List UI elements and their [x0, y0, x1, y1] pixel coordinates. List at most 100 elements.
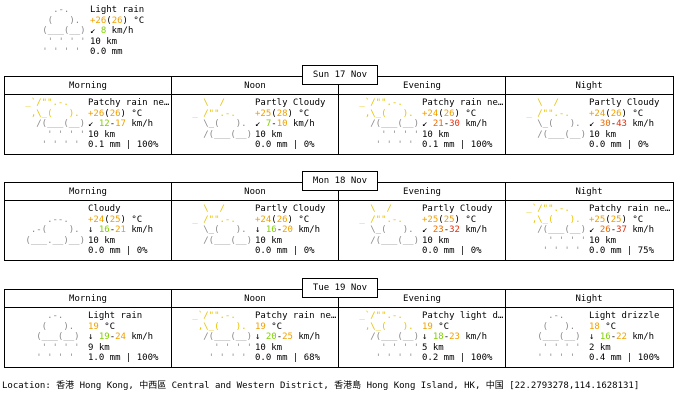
slot-temperature: 19 °C: [255, 322, 336, 333]
temp-value: +25: [589, 214, 606, 225]
icon-line: _`/"".-.: [521, 204, 592, 214]
current-visibility: 10 km: [90, 36, 118, 47]
slot-info: Patchy rain ne… +24(26) °C ↙ 21-30 km/h 10 …: [422, 98, 503, 151]
temp-value: +24: [589, 108, 606, 119]
slot-label: Noon: [244, 187, 266, 197]
wind-unit: km/h: [125, 119, 154, 129]
current-condition: Light rain: [90, 5, 145, 15]
wind-high: 30: [449, 119, 460, 129]
forecast-slot: \ / _ /"".-. \_( ). /(___(__) Partly Clo…: [171, 204, 337, 260]
temp-value: +24: [88, 214, 105, 225]
slot-temperature: 19 °C: [88, 322, 158, 333]
feels-like-value: 26: [443, 108, 455, 119]
temp-unit: °C: [599, 321, 617, 332]
slot-precipitation: 0.0 mm | 0%: [589, 140, 649, 150]
slot-info: Partly Cloudy +25(28) °C ↙ 7-10 km/h 10 km 0…: [255, 98, 325, 151]
column-divider: [171, 77, 172, 94]
temp-value: 18: [589, 321, 600, 332]
slot-precipitation: 0.0 mm | 0%: [422, 246, 482, 256]
feels-like-value: 25: [443, 214, 455, 225]
temp-unit: °C: [125, 214, 143, 225]
slot-temperature: +25(28) °C: [255, 108, 310, 119]
slot-label: Evening: [403, 81, 441, 91]
icon-line: \_( ).: [521, 119, 592, 129]
wind-high: 24: [115, 332, 126, 342]
column-divider: [505, 290, 506, 307]
icon-line: /(___(__): [354, 332, 425, 342]
temp-value: +25: [255, 108, 272, 119]
icon-line: .-.: [20, 311, 91, 321]
temp-unit: °C: [459, 108, 477, 119]
wind-low: 23: [432, 225, 444, 235]
icon-line: _ /"".-.: [187, 108, 258, 119]
partly-cloudy-icon: \ / _ /"".-. \_( ). /(___(__): [521, 98, 591, 151]
slot-wind: ↓ 19-24 km/h: [88, 332, 154, 342]
icon-line: /(___(__): [521, 129, 592, 140]
slot-temperature: +24(26) °C: [255, 214, 310, 225]
wind-low: 16: [599, 332, 611, 342]
slot-visibility: 5 km: [422, 342, 444, 353]
column-divider: [505, 94, 506, 154]
icon-line: ' ' ' ': [354, 140, 425, 150]
feels-like-value: 26: [111, 15, 123, 26]
icon-line: ' ' ' ': [26, 36, 92, 47]
feels-like-value: 28: [276, 108, 288, 119]
slot-label: Morning: [69, 187, 107, 197]
slot-info: Patchy rain ne… 19 °C ↓ 20-25 km/h 10 km 0.0…: [255, 311, 336, 364]
wind-unit: km/h: [292, 225, 321, 235]
slot-info: Light drizzle 18 °C ↓ 16-22 km/h 2 km 0.4 mm…: [589, 311, 659, 364]
icon-line: _`/"".-.: [354, 311, 425, 321]
icon-line: ,\_( ).: [354, 321, 425, 332]
icon-line: /(___(__): [187, 332, 258, 342]
slot-label: Night: [575, 81, 603, 91]
wind-low: 26: [599, 225, 611, 235]
forecast-slot: _`/"".-. ,\_( ). /(___(__) ' ' ' ' ' ' '…: [338, 311, 504, 367]
partly-cloudy-icon: \ / _ /"".-. \_( ). /(___(__): [187, 98, 257, 151]
slot-temperature: +24(25) °C: [88, 214, 143, 225]
temp-unit: °C: [127, 15, 145, 26]
current-wind: ↙ 8 km/h: [90, 26, 144, 37]
icon-line: \_( ).: [354, 225, 425, 235]
slot-wind: ↓ 18-23 km/h: [422, 332, 488, 342]
wind-unit: km/h: [125, 332, 154, 342]
icon-line: ' ' ' ': [26, 47, 92, 57]
temp-value: +24: [255, 214, 272, 225]
icon-line: _`/"".-.: [20, 98, 91, 108]
patchy-light-drizzle-icon: _`/"".-. ,\_( ). /(___(__) ' ' ' ' ' ' '…: [354, 311, 424, 364]
icon-line: _ /"".-.: [354, 214, 425, 225]
icon-line: _ /"".-.: [187, 214, 258, 225]
slot-label: Evening: [403, 187, 441, 197]
column-divider: [171, 290, 172, 307]
wind-direction-icon: ↓: [88, 225, 94, 235]
patchy-rain-icon: _`/"".-. ,\_( ). /(___(__) ' ' ' ' ' ' '…: [20, 98, 90, 151]
slot-label: Morning: [69, 81, 107, 91]
icon-line: \ /: [187, 204, 258, 214]
forecast-slot: _`/"".-. ,\_( ). /(___(__) ' ' ' ' ' ' '…: [338, 98, 504, 154]
temp-unit: °C: [265, 321, 283, 332]
wind-unit: km/h: [626, 332, 655, 342]
icon-line: ' ' ' ': [354, 342, 425, 353]
icon-line: ' ' ' ': [521, 246, 592, 256]
wind-low: 30: [599, 119, 611, 129]
slot-visibility: 2 km: [589, 342, 611, 353]
temp-value: +26: [88, 108, 105, 119]
slot-body-row: [4, 307, 674, 368]
slot-condition: Patchy light d…: [422, 311, 504, 321]
icon-line: (___.__)__): [20, 235, 91, 246]
forecast-slot: .-. ( ). (___(__) ' ' ' ' ' ' ' ' Light …: [4, 311, 170, 367]
wind-low: 18: [432, 332, 444, 342]
slot-body-row: [4, 94, 674, 155]
slot-wind: ↙ 21-30 km/h: [422, 119, 488, 129]
forecast-slot: _`/"".-. ,\_( ). /(___(__) ' ' ' ' ' ' '…: [505, 204, 671, 260]
slot-wind: ↙ 23-32 km/h: [422, 225, 488, 235]
slot-info: Partly Cloudy +25(25) °C ↙ 23-32 km/h 10 km…: [422, 204, 492, 257]
slot-visibility: 10 km: [88, 235, 116, 246]
slot-precipitation: 0.1 mm | 100%: [422, 140, 493, 150]
column-divider: [338, 307, 339, 367]
icon-line: ( ).: [521, 321, 592, 332]
slot-label: Night: [575, 187, 603, 197]
icon-line: ' ' ' ': [521, 353, 592, 363]
slot-wind: ↓ 16-21 km/h: [88, 225, 154, 235]
wind-unit: km/h: [292, 332, 321, 342]
slot-wind: ↙ 7-10 km/h: [255, 119, 315, 129]
